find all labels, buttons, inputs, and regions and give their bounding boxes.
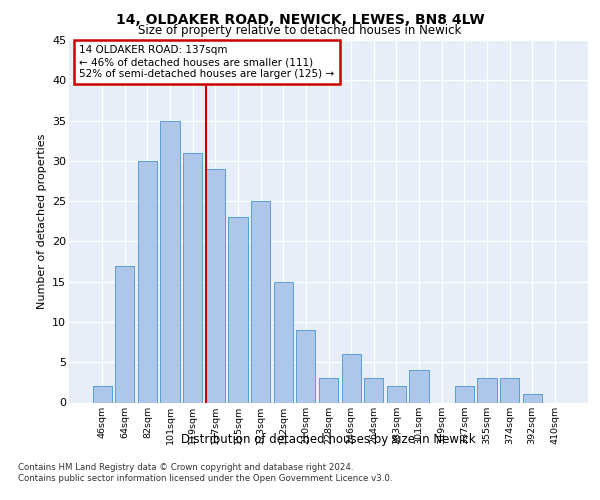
Bar (251, 201, 270, 402)
Bar (341, 354, 361, 403)
Y-axis label: Number of detached properties: Number of detached properties (37, 134, 47, 309)
Bar (138, 161, 157, 402)
Text: Size of property relative to detached houses in Newick: Size of property relative to detached ho… (139, 24, 461, 37)
Bar (500, 378, 519, 402)
Text: Contains HM Land Registry data © Crown copyright and database right 2024.: Contains HM Land Registry data © Crown c… (18, 462, 353, 471)
Bar (274, 282, 293, 403)
Bar (364, 378, 383, 402)
Bar (160, 120, 180, 402)
Bar (296, 330, 316, 402)
Bar (477, 378, 497, 402)
Text: Contains public sector information licensed under the Open Government Licence v3: Contains public sector information licen… (18, 474, 392, 483)
Bar (115, 266, 134, 402)
Bar (409, 370, 428, 402)
Bar (206, 169, 225, 402)
Bar (229, 217, 248, 402)
Text: 14, OLDAKER ROAD, NEWICK, LEWES, BN8 4LW: 14, OLDAKER ROAD, NEWICK, LEWES, BN8 4LW (116, 12, 484, 26)
Bar (455, 386, 474, 402)
Bar (92, 386, 112, 402)
Text: Distribution of detached houses by size in Newick: Distribution of detached houses by size … (181, 432, 476, 446)
Bar (523, 394, 542, 402)
Bar (319, 378, 338, 402)
Bar (183, 153, 202, 402)
Bar (387, 386, 406, 402)
Text: 14 OLDAKER ROAD: 137sqm
← 46% of detached houses are smaller (111)
52% of semi-d: 14 OLDAKER ROAD: 137sqm ← 46% of detache… (79, 46, 335, 78)
